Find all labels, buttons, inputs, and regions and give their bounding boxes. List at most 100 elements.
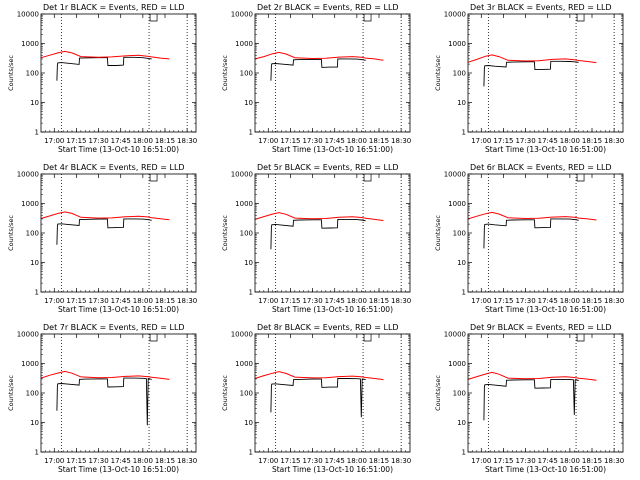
x-axis-label: Start Time (13-Oct-10 16:51:00): [58, 145, 179, 154]
y-axis-label: Counts/sec: [221, 375, 229, 411]
y-tick-label: 10: [30, 419, 39, 427]
series-lld: [467, 371, 597, 381]
marker-box: [576, 334, 585, 342]
x-tick-label: 18:00: [133, 457, 153, 465]
x-tick-label: 17:00: [44, 137, 64, 145]
y-axis-label: Counts/sec: [7, 375, 15, 411]
x-tick-label: 17:45: [538, 137, 558, 145]
y-tick-label: 1: [462, 129, 466, 137]
series-events: [483, 60, 579, 87]
y-tick-label: 10000: [231, 11, 253, 19]
panel-title: Det 3r BLACK = Events, RED = LLD: [470, 3, 612, 12]
marker-box: [149, 334, 158, 342]
y-tick-label: 1000: [235, 40, 253, 48]
x-tick-label: 17:30: [302, 297, 322, 305]
series-lld: [254, 51, 384, 61]
y-axis-label: Counts/sec: [221, 55, 229, 91]
x-tick-label: 18:15: [369, 137, 389, 145]
y-axis-label: Counts/sec: [7, 55, 15, 91]
x-tick-label: 18:00: [560, 297, 580, 305]
y-tick-label: 100: [453, 390, 466, 398]
y-tick-label: 1000: [21, 40, 39, 48]
x-tick-label: 17:00: [258, 137, 278, 145]
y-tick-label: 10: [457, 259, 466, 267]
x-tick-label: 18:00: [560, 137, 580, 145]
marker-box: [363, 174, 372, 182]
x-tick-label: 18:00: [347, 297, 367, 305]
x-tick-label: 17:30: [88, 457, 108, 465]
x-tick-label: 18:15: [582, 457, 602, 465]
x-tick-label: 18:00: [133, 297, 153, 305]
x-tick-label: 18:15: [155, 297, 175, 305]
x-tick-label: 17:00: [471, 137, 491, 145]
x-tick-label: 17:15: [280, 457, 300, 465]
x-tick-label: 18:30: [391, 137, 411, 145]
y-tick-label: 1: [462, 289, 466, 297]
x-tick-label: 17:45: [325, 137, 345, 145]
series-events: [56, 377, 152, 426]
marker-box: [576, 174, 585, 182]
y-tick-label: 10000: [231, 171, 253, 179]
x-tick-label: 18:30: [177, 297, 197, 305]
x-tick-label: 18:30: [604, 297, 624, 305]
x-axis-label: Start Time (13-Oct-10 16:51:00): [272, 145, 393, 154]
series-events: [270, 218, 366, 250]
series-events: [483, 218, 579, 249]
y-axis-label: Counts/sec: [434, 55, 442, 91]
y-tick-label: 1: [35, 129, 39, 137]
x-tick-label: 17:15: [280, 137, 300, 145]
series-events: [270, 58, 366, 81]
series-events: [56, 56, 152, 81]
x-tick-label: 18:30: [391, 297, 411, 305]
y-tick-label: 1: [249, 449, 253, 457]
x-tick-label: 17:00: [258, 297, 278, 305]
panel-title: Det 4r BLACK = Events, RED = LLD: [43, 163, 185, 172]
x-tick-label: 18:30: [177, 137, 197, 145]
series-lld: [40, 370, 170, 380]
x-tick-label: 17:45: [538, 457, 558, 465]
panel-det-3: Det 3r BLACK = Events, RED = LLD 17:00 17:…: [434, 3, 624, 154]
x-tick-label: 17:45: [111, 457, 131, 465]
x-tick-label: 18:15: [369, 297, 389, 305]
y-tick-label: 10: [244, 99, 253, 107]
x-tick-label: 17:00: [471, 297, 491, 305]
y-tick-label: 10000: [231, 331, 253, 339]
plot-frame: [467, 13, 624, 133]
y-tick-label: 10000: [444, 331, 466, 339]
x-tick-label: 17:00: [44, 457, 64, 465]
x-tick-label: 18:15: [369, 457, 389, 465]
y-tick-label: 10000: [444, 11, 466, 19]
series-lld: [467, 211, 597, 221]
x-tick-label: 17:30: [88, 297, 108, 305]
x-tick-label: 17:45: [325, 297, 345, 305]
plot-frame: [40, 333, 197, 453]
y-tick-label: 100: [453, 230, 466, 238]
panel-det-7: Det 7r BLACK = Events, RED = LLD 17:00 17:…: [7, 323, 197, 474]
x-tick-label: 17:30: [515, 457, 535, 465]
marker-box: [363, 14, 372, 22]
panel-title: Det 1r BLACK = Events, RED = LLD: [43, 3, 185, 12]
series-events: [270, 378, 366, 418]
plot-frame: [467, 333, 624, 453]
x-tick-label: 17:15: [280, 297, 300, 305]
x-axis-label: Start Time (13-Oct-10 16:51:00): [485, 305, 606, 314]
x-tick-label: 17:15: [493, 297, 513, 305]
marker-box: [576, 14, 585, 22]
y-tick-label: 1: [462, 449, 466, 457]
panel-title: Det 7r BLACK = Events, RED = LLD: [43, 323, 185, 332]
x-tick-label: 17:30: [515, 137, 535, 145]
x-tick-label: 17:00: [258, 457, 278, 465]
x-tick-label: 17:30: [88, 137, 108, 145]
x-axis-label: Start Time (13-Oct-10 16:51:00): [58, 305, 179, 314]
panel-det-1: Det 1r BLACK = Events, RED = LLD 17:00 17:…: [7, 3, 197, 154]
marker-box: [363, 334, 372, 342]
y-tick-label: 10000: [17, 171, 39, 179]
y-tick-label: 100: [26, 390, 39, 398]
y-tick-label: 100: [26, 70, 39, 78]
x-axis-label: Start Time (13-Oct-10 16:51:00): [485, 465, 606, 474]
panel-title: Det 8r BLACK = Events, RED = LLD: [257, 323, 399, 332]
y-tick-label: 10: [244, 419, 253, 427]
y-tick-label: 1000: [21, 360, 39, 368]
